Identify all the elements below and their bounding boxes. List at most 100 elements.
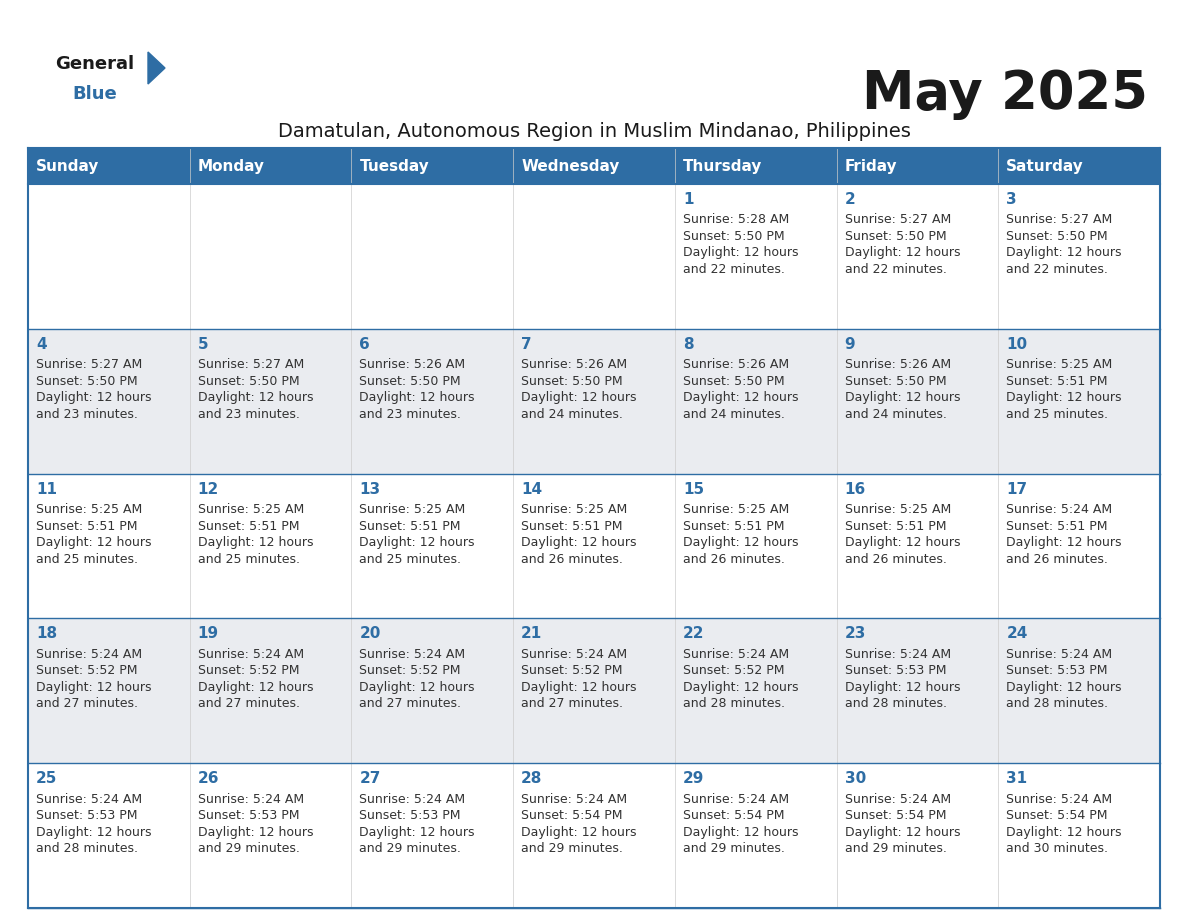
Text: Daylight: 12 hours: Daylight: 12 hours	[197, 681, 314, 694]
Text: 25: 25	[36, 771, 57, 786]
Text: 31: 31	[1006, 771, 1028, 786]
Text: and 27 minutes.: and 27 minutes.	[36, 698, 138, 711]
Text: Sunrise: 5:24 AM: Sunrise: 5:24 AM	[1006, 648, 1112, 661]
Text: Sunrise: 5:24 AM: Sunrise: 5:24 AM	[360, 648, 466, 661]
Text: 24: 24	[1006, 626, 1028, 642]
Text: Daylight: 12 hours: Daylight: 12 hours	[360, 536, 475, 549]
Text: Sunset: 5:54 PM: Sunset: 5:54 PM	[683, 809, 784, 823]
Text: Sunrise: 5:25 AM: Sunrise: 5:25 AM	[845, 503, 950, 516]
Text: 9: 9	[845, 337, 855, 352]
Text: 30: 30	[845, 771, 866, 786]
Text: Sunset: 5:50 PM: Sunset: 5:50 PM	[197, 375, 299, 387]
Text: Sunrise: 5:25 AM: Sunrise: 5:25 AM	[197, 503, 304, 516]
Text: Daylight: 12 hours: Daylight: 12 hours	[197, 825, 314, 839]
Text: Monday: Monday	[197, 159, 265, 174]
Bar	[29, 329, 1159, 474]
Bar	[29, 763, 1159, 908]
Text: Sunrise: 5:27 AM: Sunrise: 5:27 AM	[197, 358, 304, 371]
Text: Daylight: 12 hours: Daylight: 12 hours	[845, 246, 960, 260]
Text: Daylight: 12 hours: Daylight: 12 hours	[1006, 391, 1121, 404]
Text: Tuesday: Tuesday	[360, 159, 429, 174]
Text: Daylight: 12 hours: Daylight: 12 hours	[683, 681, 798, 694]
Bar	[29, 184, 1159, 329]
Text: 4: 4	[36, 337, 46, 352]
Text: 22: 22	[683, 626, 704, 642]
Text: and 29 minutes.: and 29 minutes.	[845, 842, 947, 856]
Text: Sunrise: 5:27 AM: Sunrise: 5:27 AM	[1006, 214, 1112, 227]
Text: Sunrise: 5:24 AM: Sunrise: 5:24 AM	[360, 792, 466, 806]
Text: 23: 23	[845, 626, 866, 642]
Text: Daylight: 12 hours: Daylight: 12 hours	[845, 536, 960, 549]
Text: Sunrise: 5:26 AM: Sunrise: 5:26 AM	[845, 358, 950, 371]
Text: Sunrise: 5:25 AM: Sunrise: 5:25 AM	[683, 503, 789, 516]
Text: Sunset: 5:50 PM: Sunset: 5:50 PM	[360, 375, 461, 387]
Text: 29: 29	[683, 771, 704, 786]
Text: and 29 minutes.: and 29 minutes.	[197, 842, 299, 856]
Text: 10: 10	[1006, 337, 1028, 352]
Text: Sunrise: 5:24 AM: Sunrise: 5:24 AM	[197, 648, 304, 661]
Text: 21: 21	[522, 626, 543, 642]
Text: 26: 26	[197, 771, 220, 786]
Text: Daylight: 12 hours: Daylight: 12 hours	[197, 391, 314, 404]
Text: Sunset: 5:50 PM: Sunset: 5:50 PM	[845, 375, 946, 387]
Text: Sunset: 5:51 PM: Sunset: 5:51 PM	[683, 520, 784, 532]
Text: General: General	[55, 55, 134, 73]
Text: Daylight: 12 hours: Daylight: 12 hours	[522, 391, 637, 404]
Text: Daylight: 12 hours: Daylight: 12 hours	[360, 825, 475, 839]
Text: Sunrise: 5:26 AM: Sunrise: 5:26 AM	[683, 358, 789, 371]
Text: Sunset: 5:51 PM: Sunset: 5:51 PM	[36, 520, 138, 532]
Text: 16: 16	[845, 482, 866, 497]
Text: Sunrise: 5:24 AM: Sunrise: 5:24 AM	[36, 792, 143, 806]
Text: Sunset: 5:51 PM: Sunset: 5:51 PM	[845, 520, 946, 532]
Text: and 27 minutes.: and 27 minutes.	[522, 698, 624, 711]
Text: Daylight: 12 hours: Daylight: 12 hours	[360, 681, 475, 694]
Text: and 27 minutes.: and 27 minutes.	[197, 698, 299, 711]
Text: Daylight: 12 hours: Daylight: 12 hours	[197, 536, 314, 549]
Text: Daylight: 12 hours: Daylight: 12 hours	[522, 825, 637, 839]
Bar	[29, 474, 1159, 619]
Text: and 27 minutes.: and 27 minutes.	[360, 698, 461, 711]
Text: 27: 27	[360, 771, 381, 786]
Text: Daylight: 12 hours: Daylight: 12 hours	[36, 825, 152, 839]
Text: Sunrise: 5:24 AM: Sunrise: 5:24 AM	[845, 648, 950, 661]
Text: Sunset: 5:53 PM: Sunset: 5:53 PM	[1006, 665, 1107, 677]
Text: May 2025: May 2025	[862, 68, 1148, 120]
Text: Sunset: 5:50 PM: Sunset: 5:50 PM	[36, 375, 138, 387]
Text: Sunrise: 5:24 AM: Sunrise: 5:24 AM	[522, 792, 627, 806]
Text: Sunset: 5:53 PM: Sunset: 5:53 PM	[845, 665, 946, 677]
Text: and 30 minutes.: and 30 minutes.	[1006, 842, 1108, 856]
Text: Daylight: 12 hours: Daylight: 12 hours	[360, 391, 475, 404]
Text: Damatulan, Autonomous Region in Muslim Mindanao, Philippines: Damatulan, Autonomous Region in Muslim M…	[278, 122, 910, 141]
Text: Sunset: 5:51 PM: Sunset: 5:51 PM	[522, 520, 623, 532]
Text: Sunrise: 5:25 AM: Sunrise: 5:25 AM	[36, 503, 143, 516]
Text: 6: 6	[360, 337, 371, 352]
Text: Sunset: 5:50 PM: Sunset: 5:50 PM	[683, 230, 784, 243]
Text: Sunrise: 5:24 AM: Sunrise: 5:24 AM	[1006, 503, 1112, 516]
Text: Daylight: 12 hours: Daylight: 12 hours	[845, 391, 960, 404]
Text: 14: 14	[522, 482, 542, 497]
Text: and 25 minutes.: and 25 minutes.	[1006, 408, 1108, 420]
Text: Sunset: 5:51 PM: Sunset: 5:51 PM	[1006, 375, 1107, 387]
Text: Sunrise: 5:25 AM: Sunrise: 5:25 AM	[360, 503, 466, 516]
Text: and 24 minutes.: and 24 minutes.	[845, 408, 947, 420]
Text: Sunrise: 5:24 AM: Sunrise: 5:24 AM	[36, 648, 143, 661]
Text: and 26 minutes.: and 26 minutes.	[683, 553, 785, 565]
Text: Daylight: 12 hours: Daylight: 12 hours	[683, 391, 798, 404]
Text: Sunset: 5:53 PM: Sunset: 5:53 PM	[197, 809, 299, 823]
Text: Sunset: 5:50 PM: Sunset: 5:50 PM	[522, 375, 623, 387]
Text: 20: 20	[360, 626, 381, 642]
Text: Friday: Friday	[845, 159, 897, 174]
Text: and 28 minutes.: and 28 minutes.	[683, 698, 785, 711]
Text: Sunrise: 5:28 AM: Sunrise: 5:28 AM	[683, 214, 789, 227]
Text: and 24 minutes.: and 24 minutes.	[522, 408, 623, 420]
Text: Sunrise: 5:27 AM: Sunrise: 5:27 AM	[845, 214, 950, 227]
Text: Blue: Blue	[72, 85, 116, 103]
Text: Sunrise: 5:27 AM: Sunrise: 5:27 AM	[36, 358, 143, 371]
Text: and 26 minutes.: and 26 minutes.	[1006, 553, 1108, 565]
Text: Daylight: 12 hours: Daylight: 12 hours	[36, 536, 152, 549]
Text: and 22 minutes.: and 22 minutes.	[845, 263, 947, 276]
Text: and 24 minutes.: and 24 minutes.	[683, 408, 785, 420]
Text: Sunrise: 5:26 AM: Sunrise: 5:26 AM	[522, 358, 627, 371]
Text: Thursday: Thursday	[683, 159, 763, 174]
Text: and 26 minutes.: and 26 minutes.	[845, 553, 947, 565]
